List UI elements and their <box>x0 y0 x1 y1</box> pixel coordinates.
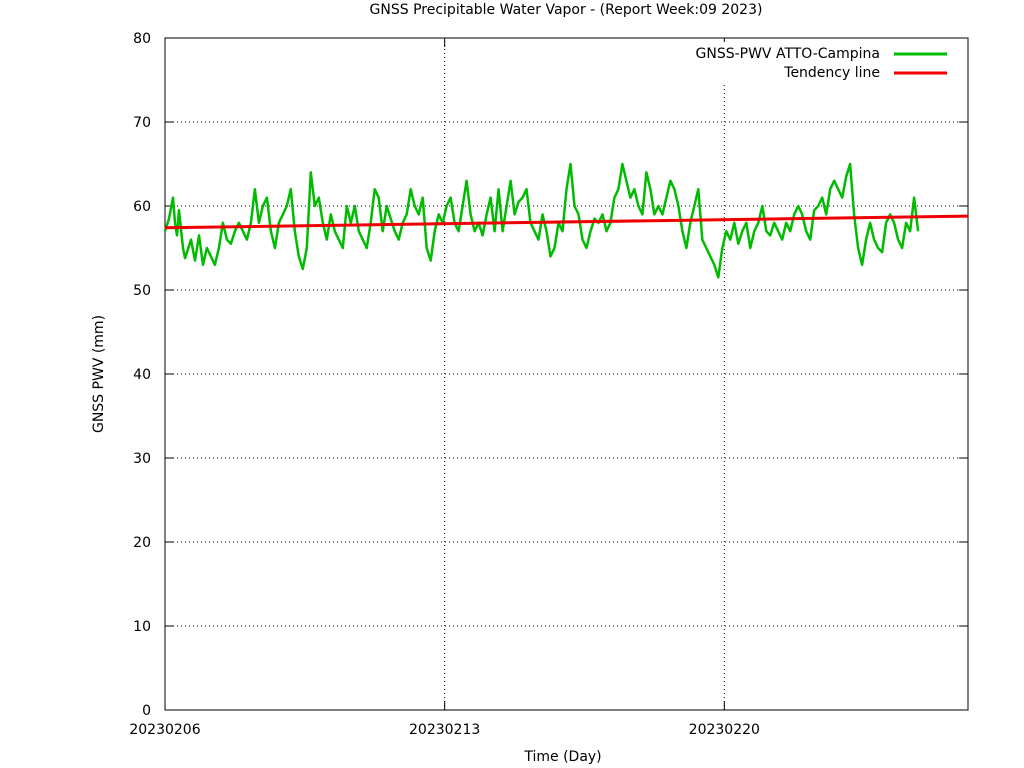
legend-label-tendency: Tendency line <box>783 65 880 81</box>
legend-label-pwv: GNSS-PWV ATTO-Campina <box>696 46 881 62</box>
y-tick-label: 0 <box>142 703 151 719</box>
y-tick-label: 50 <box>133 283 151 299</box>
series-lines <box>163 162 969 279</box>
chart-title: GNSS Precipitable Water Vapor - (Report … <box>370 2 763 18</box>
legend: GNSS-PWV ATTO-Campina Tendency line <box>660 42 960 84</box>
series-line-gnss-pwv <box>163 162 920 279</box>
x-axis-label: Time (Day) <box>523 749 601 765</box>
x-tick-label: 20230220 <box>689 722 760 738</box>
y-tick-label: 30 <box>133 451 151 467</box>
y-tick-label: 60 <box>133 199 151 215</box>
y-tick-label: 40 <box>133 367 151 383</box>
x-tick-label: 20230206 <box>129 722 200 738</box>
grid-lines <box>165 38 968 710</box>
y-axis-label: GNSS PWV (mm) <box>91 315 107 433</box>
x-tick-label: 20230213 <box>409 722 480 738</box>
x-axis-ticks: 20230206 20230213 20230220 <box>129 38 760 738</box>
y-tick-label: 10 <box>133 619 151 635</box>
y-tick-label: 20 <box>133 535 151 551</box>
y-axis-ticks: 0 10 20 30 40 50 60 70 80 <box>133 31 968 719</box>
y-tick-label: 80 <box>133 31 151 47</box>
y-tick-label: 70 <box>133 115 151 131</box>
series-line-tendency <box>164 214 969 230</box>
